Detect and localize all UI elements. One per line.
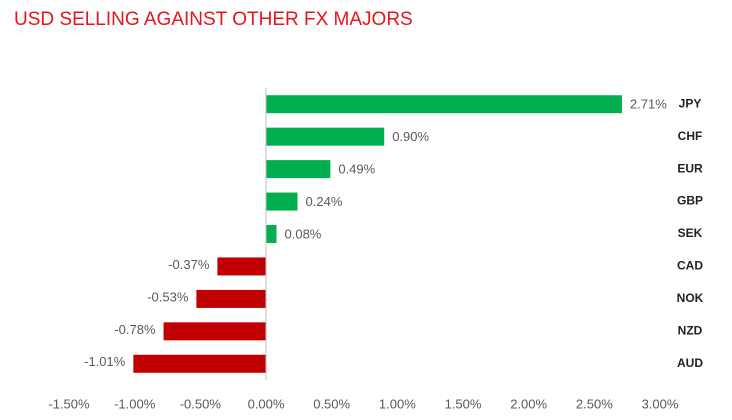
bar [266, 160, 331, 179]
value-label: 2.71% [630, 97, 667, 112]
value-label: 0.24% [306, 194, 343, 209]
bar [266, 192, 298, 211]
bar [266, 95, 622, 114]
category-label: SEK [678, 226, 703, 240]
bar [196, 289, 266, 308]
bar [217, 257, 266, 276]
value-label: -0.78% [114, 322, 156, 337]
category-label: CHF [678, 129, 703, 143]
value-label: 0.49% [338, 162, 375, 177]
category-label: NOK [677, 291, 704, 305]
value-label: 0.08% [285, 226, 322, 241]
x-tick-label: 2.50% [576, 396, 613, 411]
x-tick-label: -0.50% [180, 396, 222, 411]
category-label: JPY [679, 96, 702, 110]
bar [133, 354, 266, 373]
x-tick-label: 0.00% [248, 396, 285, 411]
category-label: AUD [677, 356, 703, 370]
bar [266, 127, 385, 146]
x-tick-label: 3.00% [642, 396, 679, 411]
x-tick-label: 1.50% [445, 396, 482, 411]
chart-title: USD SELLING AGAINST OTHER FX MAJORS [14, 9, 413, 30]
category-label: CAD [677, 259, 703, 273]
value-label: -1.01% [84, 354, 126, 369]
value-label: -0.37% [168, 257, 210, 272]
category-label: EUR [677, 161, 703, 175]
value-label: -0.53% [147, 289, 189, 304]
category-label: NZD [678, 324, 703, 338]
category-label: GBP [677, 194, 703, 208]
bar [163, 322, 266, 341]
bar [266, 225, 277, 243]
x-tick-label: 2.00% [510, 396, 547, 411]
x-tick-label: -1.50% [48, 396, 90, 411]
x-tick-label: 1.00% [379, 396, 416, 411]
value-label: 0.90% [392, 129, 429, 144]
x-tick-label: 0.50% [313, 396, 350, 411]
x-tick-label: -1.00% [114, 396, 156, 411]
